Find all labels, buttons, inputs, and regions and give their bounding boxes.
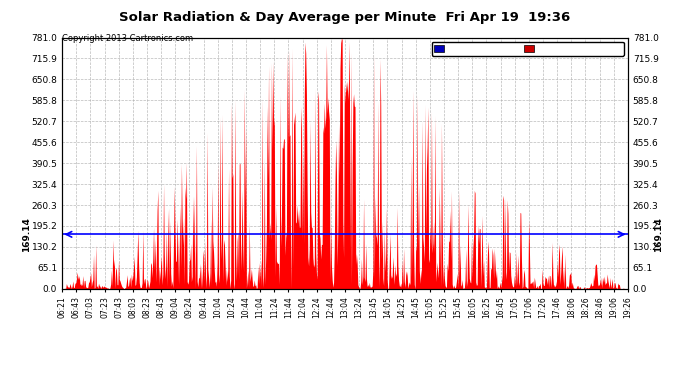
Text: Solar Radiation & Day Average per Minute  Fri Apr 19  19:36: Solar Radiation & Day Average per Minute… [119, 11, 571, 24]
Text: 169.14: 169.14 [655, 217, 664, 252]
Text: 169.14: 169.14 [23, 217, 32, 252]
Text: Copyright 2013 Cartronics.com: Copyright 2013 Cartronics.com [62, 34, 193, 43]
Legend: Median  (w/m2), Radiation  (w/m2): Median (w/m2), Radiation (w/m2) [432, 42, 624, 56]
